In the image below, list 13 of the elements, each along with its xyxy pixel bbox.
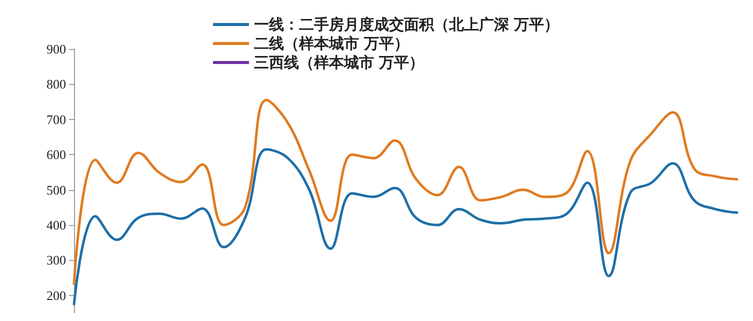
y-tick-label: 800 — [46, 76, 66, 92]
y-tick-label: 600 — [46, 147, 66, 162]
legend-label: 三西线（样本城市 万平） — [254, 54, 424, 72]
y-tick-label: 700 — [46, 112, 66, 127]
line-series — [72, 148, 738, 306]
y-tick-label: 900 — [46, 42, 66, 56]
legend-label: 一线：二手房月度成交面积（北上广深 万平） — [254, 16, 560, 34]
y-tick-label: 200 — [46, 288, 66, 303]
y-tick-label: 300 — [46, 252, 66, 268]
legend-label: 二线（样本城市 万平） — [254, 34, 410, 52]
y-tick-label: 500 — [46, 182, 66, 198]
y-tick-label: 400 — [46, 218, 66, 232]
line-series — [72, 98, 738, 286]
